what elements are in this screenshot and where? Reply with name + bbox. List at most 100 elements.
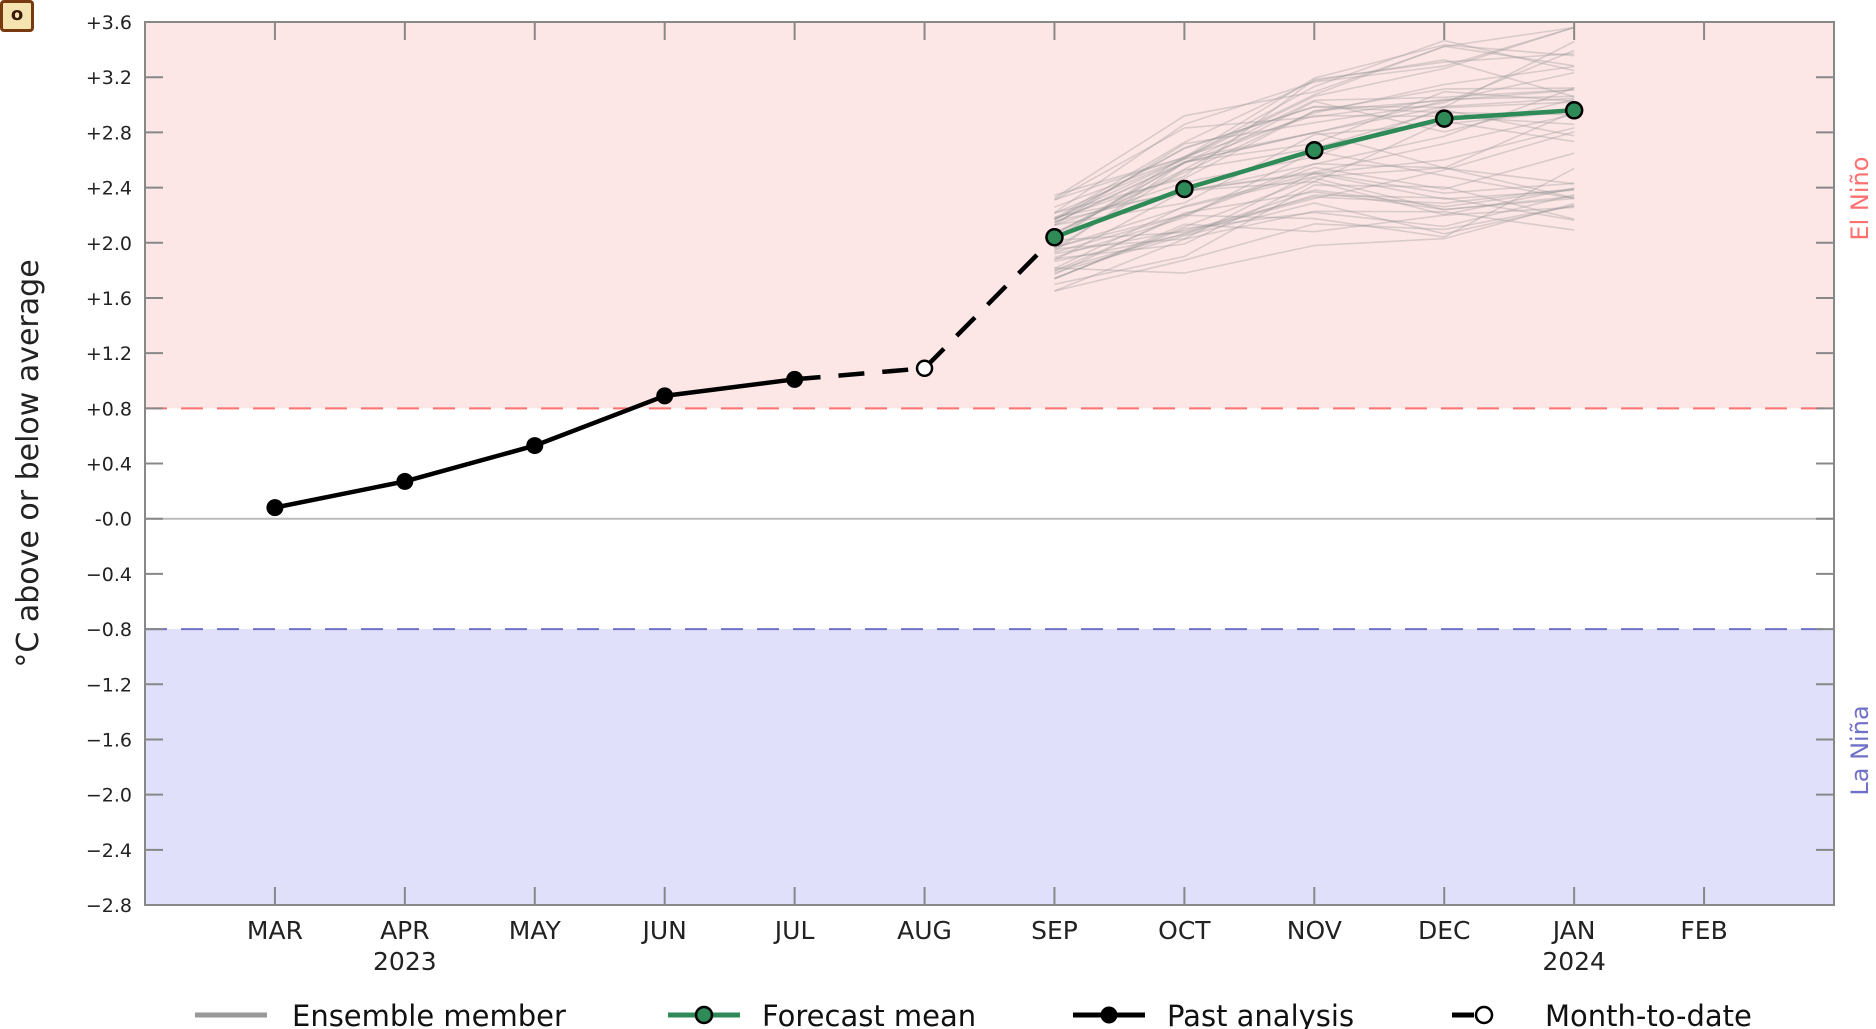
ensemble-member-line: [1054, 44, 1575, 201]
y-tick-label: -0.0: [95, 509, 132, 531]
ensemble-member-line: [1054, 202, 1575, 274]
ensemble-member-line: [1054, 89, 1575, 214]
logo-icon: o: [0, 0, 34, 32]
x-tick-label: JAN: [1551, 916, 1596, 945]
ensemble-member-line: [1054, 87, 1575, 218]
legend-item-past: Past analysis: [1073, 999, 1354, 1029]
y-tick-label: +1.2: [86, 343, 132, 365]
y-tick-label: +0.4: [86, 454, 132, 476]
y-tick-label: −1.6: [86, 729, 132, 751]
past-analysis-point: [656, 387, 674, 405]
ensemble-member-line: [1054, 59, 1575, 220]
y-tick-label: +2.8: [86, 122, 132, 144]
y-tick-label: +2.4: [86, 178, 132, 200]
y-tick-label: +2.0: [86, 233, 132, 255]
x-tick-label: AUG: [897, 916, 952, 945]
ensemble-member-line: [1054, 184, 1575, 286]
ensemble-member-line: [1054, 49, 1575, 226]
ensemble-member-line: [1054, 202, 1575, 274]
past-analysis-point: [266, 499, 284, 517]
ensemble-member-line: [1054, 172, 1575, 270]
ensemble-member-line: [1054, 167, 1575, 272]
ensemble-member-line: [1054, 65, 1575, 224]
ensemble-lines: [1054, 26, 1575, 292]
ensemble-member-line: [1054, 40, 1575, 221]
ensemble-member-line: [1054, 131, 1575, 242]
ensemble-member-line: [1054, 52, 1575, 220]
ensemble-member-line: [1054, 88, 1575, 236]
el-nino-label: El Niño: [1846, 157, 1874, 241]
y-tick-label: −2.0: [86, 785, 132, 807]
ensemble-member-line: [1054, 194, 1575, 263]
ensemble-member-line: [1054, 190, 1575, 276]
ensemble-member-line: [1054, 127, 1575, 261]
y-tick-label: −2.8: [86, 895, 132, 917]
legend-item-ensemble: Ensemble member: [195, 999, 566, 1029]
ensemble-member-line: [1054, 166, 1575, 249]
ensemble-member-line: [1054, 97, 1575, 221]
y-tick-label: +1.6: [86, 288, 132, 310]
y-tick-label: −0.4: [86, 564, 132, 586]
ensemble-member-line: [1054, 114, 1575, 241]
y-tick-label: +3.2: [86, 67, 132, 89]
ensemble-member-line: [1054, 193, 1575, 279]
x-tick-label: OCT: [1158, 916, 1211, 945]
ensemble-member-line: [1054, 105, 1575, 221]
ensemble-member-line: [1054, 204, 1575, 292]
ensemble-member-line: [1054, 177, 1575, 280]
reference-lines: [145, 407, 1834, 631]
la-nina-label: La Niña: [1846, 705, 1874, 795]
forecast-mean-point: [1175, 179, 1194, 199]
x-tick-label: JUN: [641, 916, 687, 945]
x-tick-label: MAY: [509, 916, 562, 945]
ensemble-member-line: [1054, 26, 1575, 214]
ensemble-member-line: [1054, 180, 1575, 260]
past-analysis-point: [396, 472, 414, 490]
ensemble-member-line: [1054, 87, 1575, 234]
ensemble-member-line: [1054, 188, 1575, 272]
threshold-bands: [145, 22, 1834, 905]
ensemble-member-line: [1054, 171, 1575, 250]
forecast-mean-point: [1434, 109, 1454, 128]
legend-swatch-forecast-marker: [694, 1005, 714, 1025]
la-nina-band: [145, 629, 1834, 905]
x-tick-label: APR: [380, 916, 430, 945]
legend-label: Month-to-date: [1545, 999, 1752, 1029]
forecast-mean-point: [1305, 141, 1324, 160]
ensemble-member-line: [1054, 162, 1575, 248]
legend-item-mtd: Month-to-date: [1452, 999, 1752, 1029]
x-tick-label: MAR: [247, 916, 303, 945]
legend-label: Forecast mean: [762, 999, 976, 1029]
y-axis-label: °C above or below average: [11, 259, 46, 667]
forecast-mean-point: [1564, 101, 1584, 120]
y-tick-label: −0.8: [86, 619, 132, 641]
month-to-date-point: [915, 359, 934, 378]
legend-label: Ensemble member: [292, 999, 566, 1029]
x-tick-label: FEB: [1680, 916, 1727, 945]
ensemble-member-line: [1054, 98, 1575, 235]
legend: Ensemble member Forecast mean Past analysi…: [195, 999, 1752, 1029]
x-tick-year-label: 2023: [373, 947, 437, 976]
ensemble-member-line: [1054, 45, 1575, 197]
y-tick-label: −2.4: [86, 840, 132, 862]
ensemble-member-line: [1054, 210, 1575, 292]
legend-swatch-past-marker: [1100, 1006, 1118, 1024]
ensemble-member-line: [1054, 39, 1575, 208]
x-tick-year-label: 2024: [1542, 947, 1606, 976]
ensemble-member-line: [1054, 206, 1575, 280]
x-tick-label: JUL: [773, 916, 815, 945]
el-nino-band: [145, 22, 1834, 409]
ensemble-member-line: [1054, 26, 1575, 199]
series-markers: [266, 101, 1584, 517]
ensemble-member-line: [1054, 152, 1575, 254]
forecast-mean-point: [1045, 227, 1064, 247]
y-tick-label: −1.2: [86, 674, 132, 696]
legend-label: Past analysis: [1167, 999, 1354, 1029]
x-tick-label: SEP: [1031, 916, 1078, 945]
y-ticks: +3.6 +3.2 +2.8 +2.4 +2.0 +1.6 +1.2 +0.8 +0.4 -0.0…: [86, 12, 1834, 917]
legend-item-forecast: Forecast mean: [668, 999, 976, 1029]
x-tick-label: DEC: [1418, 916, 1471, 945]
ensemble-member-line: [1054, 113, 1575, 223]
